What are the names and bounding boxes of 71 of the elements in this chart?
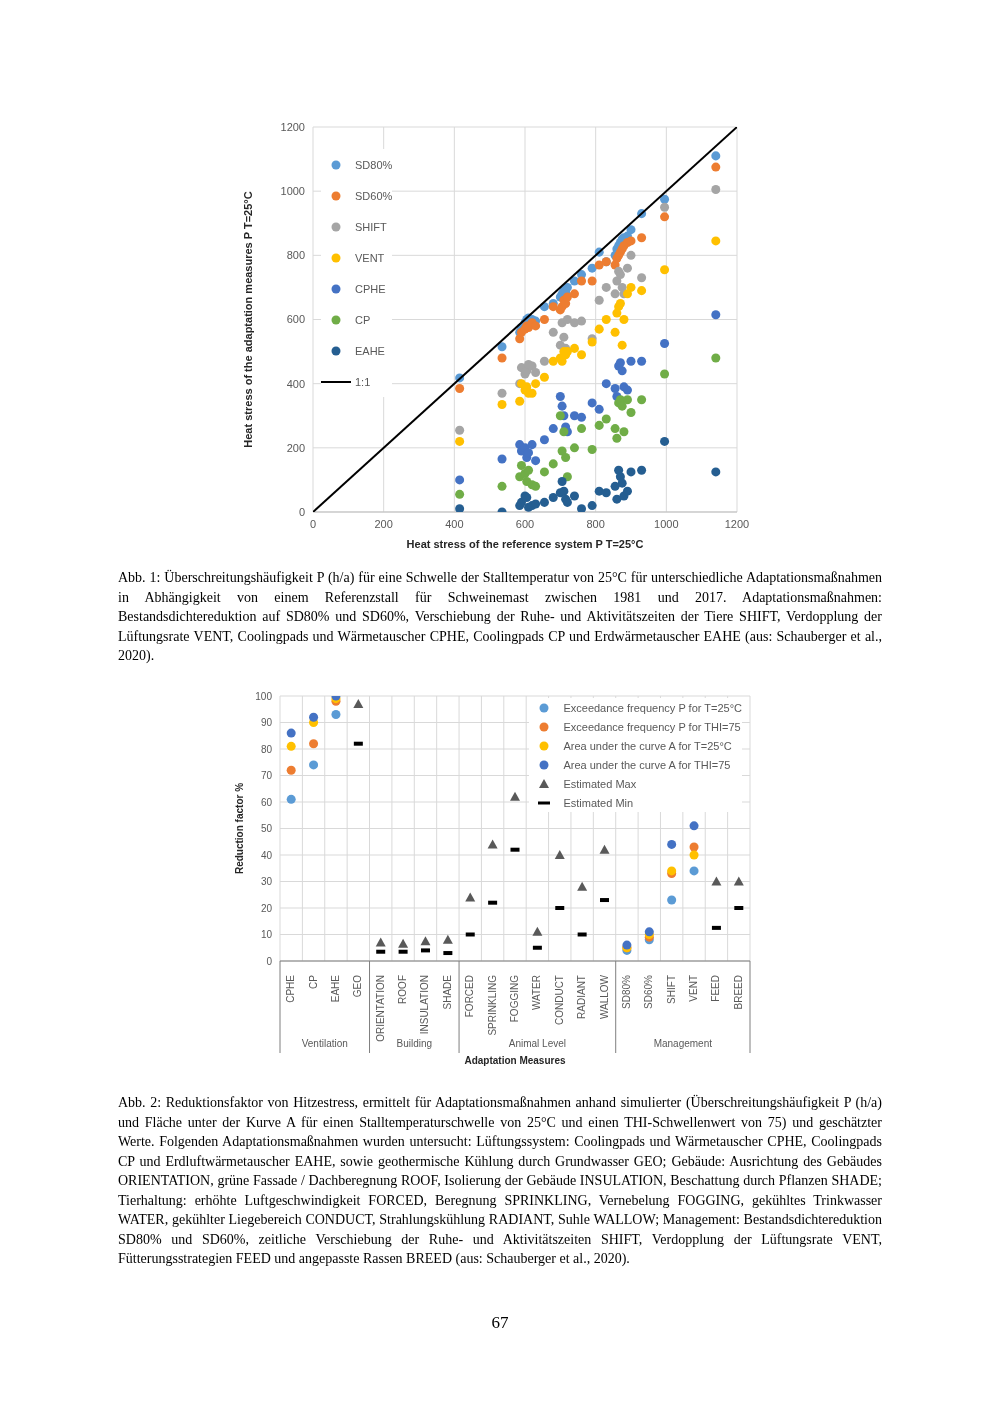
y-tick-label: 30 bbox=[260, 876, 273, 888]
x-tick-label: CONDUCT bbox=[553, 975, 565, 1025]
x-tick-label: SHIFT bbox=[665, 975, 677, 1004]
x-tick-label: FEED bbox=[710, 975, 722, 1002]
y-tick-label: 800 bbox=[286, 249, 305, 262]
y-tick-label: 200 bbox=[286, 441, 305, 454]
text: Ventilation bbox=[300, 1038, 349, 1049]
legend-label: SD80% bbox=[355, 158, 393, 171]
legend-label: Area under the curve A for THI=75 bbox=[563, 758, 731, 771]
y-tick-label: 1000 bbox=[280, 185, 305, 198]
x-axis-title: Adaptation Measures bbox=[463, 1055, 567, 1066]
legend-label: Exceedance frequency P for T=25°C bbox=[563, 701, 742, 714]
text: Management bbox=[652, 1038, 714, 1049]
y-tick-label: 50 bbox=[260, 823, 273, 835]
x-tick-label: RADIANT bbox=[576, 975, 588, 1019]
x-tick-label: BREED bbox=[732, 975, 744, 1010]
y-tick-label: 20 bbox=[260, 902, 273, 914]
x-tick-label: 400 bbox=[445, 517, 464, 530]
y-tick-label: 90 bbox=[260, 717, 273, 729]
legend-label: CPHE bbox=[355, 282, 386, 295]
text: Animal Level bbox=[507, 1038, 567, 1049]
y-tick-label: 0 bbox=[266, 955, 273, 967]
y-tick-label: 60 bbox=[260, 796, 273, 808]
caption: Abb. 1: Überschreitungshäufigkeit P (h/a) für eine Schwelle der Stalltemperatur von 25°C für unterschiedliche Adaptationsmaßnahmen in Abhängigkeit von einem Referenzstall für Schweinemast zwischen 1981 und 2017. Adaptationsmaßnahmen: Bestandsdichtereduktion auf SD80% und SD60%, Verschiebung der Ruhe- und Aktivitätszeiten der Tiere SHIFT, Verdopplung der Lüftungsrate VENT, Coolingpads und Wärmetauscher CPHE, Coolingpads CP und Erdwärmetauscher EAHE (aus: Schauberger et al., 2020). bbox=[118, 569, 882, 665]
x-tick-label: VENT bbox=[688, 975, 700, 1002]
y-tick-label: 1200 bbox=[280, 120, 305, 133]
legend-label: SD60% bbox=[355, 189, 393, 202]
x-tick-label: FOGGING bbox=[509, 974, 520, 1023]
y-axis-title: Reduction factor % bbox=[233, 782, 245, 875]
x-tick-label: ROOF bbox=[397, 975, 409, 1004]
x-tick-label: WALLOW bbox=[598, 974, 610, 1020]
x-tick-label: 800 bbox=[586, 517, 605, 530]
legend-label: CP bbox=[355, 313, 371, 326]
y-tick-label: 100 bbox=[255, 690, 273, 702]
y-tick-label: 10 bbox=[260, 929, 273, 941]
x-tick-label: FORCED bbox=[464, 975, 476, 1018]
y-tick-label: 400 bbox=[286, 377, 305, 390]
y-tick-label: 600 bbox=[286, 313, 305, 326]
legend-label: VENT bbox=[355, 251, 385, 264]
x-tick-label: SD60% bbox=[643, 974, 655, 1009]
legend-label: EAHE bbox=[355, 344, 385, 357]
y-tick-label: 80 bbox=[260, 743, 273, 755]
legend-label: Area under the curve A for T=25°C bbox=[563, 739, 732, 752]
x-tick-label: 200 bbox=[374, 517, 393, 530]
x-tick-label: CP bbox=[307, 974, 319, 989]
legend-label: SHIFT bbox=[355, 220, 387, 233]
x-tick-label: SD80% bbox=[620, 974, 632, 1009]
x-tick-label: 600 bbox=[515, 517, 535, 530]
legend-label: 1:1 bbox=[355, 375, 371, 388]
text: 67 bbox=[490, 1313, 510, 1333]
x-tick-label: 1000 bbox=[654, 517, 679, 530]
y-tick-label: 0 bbox=[298, 505, 305, 518]
x-tick-label: EAHE bbox=[329, 974, 341, 1003]
x-tick-label: CPHE bbox=[285, 974, 297, 1003]
y-tick-label: 40 bbox=[260, 849, 273, 861]
x-tick-label: SHADE bbox=[441, 974, 453, 1010]
legend-label: Estimated Max bbox=[563, 777, 637, 790]
x-tick-label: GEO bbox=[352, 974, 364, 998]
y-tick-label: 70 bbox=[260, 770, 273, 782]
legend-label: Estimated Min bbox=[563, 796, 634, 809]
x-tick-label: INSULATION bbox=[419, 975, 431, 1035]
x-tick-label: 0 bbox=[309, 517, 317, 530]
legend-label: Exceedance frequency P for THI=75 bbox=[563, 720, 741, 733]
x-tick-label: 1200 bbox=[724, 517, 750, 530]
x-axis-title: Heat stress of the reference system P T=25°C bbox=[406, 538, 644, 550]
x-tick-label: ORIENTATION bbox=[374, 975, 386, 1042]
y-axis-title: Heat stress of the adaptation measures P T=25°C bbox=[241, 191, 254, 448]
text: Abb. 2: Reduktionsfaktor von Hitzestress, ermittelt für Adaptationsmaßnahmen anhand simulierter (Überschreitungshäufigkeit P (h/a) und Fläche unter der Kurve A für einen Stalltemperaturschwelle von 25°C und einen THI-Schwellenwert von 75) und geschätzter Werte. Folgenden Adaptationsmaßnahmen wurden untersucht: Lüftungssystem: Coolingpads und Wärmetauscher CPHE, Coolingpads CP und Erdluftwärmetauscher EAHE, sowie geothermische Kühlung durch Grundwasser GEO; Gebäude: Ausrichtung des Gebäudes ORIENTATION, grüne Fassade / Dachberegnung ROOF, Isolierung der Gebäude INSULATION, Beschattung durch Pflanzen SHADE; Tierhaltung: erhöhte Luftgeschwindigkeit FORCED, Beregnung SPRINKLING, Vernebelung FOGGING, gekühltes Trinkwasser WATER, gekühlter Liegebereich CONDUCT, Strahlungskühlung RADIANT, Suhle WALLOW; Management: Bestandsdichtereduktion SD80% und SD60%, zeitliche Verschiebung der Ruhe- und Aktivitätszeiten SHIFT, Verdopplung der Lüftungsrate VENT, Fütterungsstrategien FEED und angepasste Rassen BREED (aus: Schauberger et al., 2020). bbox=[118, 1095, 882, 1266]
text: Building bbox=[396, 1038, 433, 1049]
x-tick-label: SPRINKLING bbox=[486, 974, 498, 1036]
x-tick-label: WATER bbox=[531, 975, 543, 1010]
